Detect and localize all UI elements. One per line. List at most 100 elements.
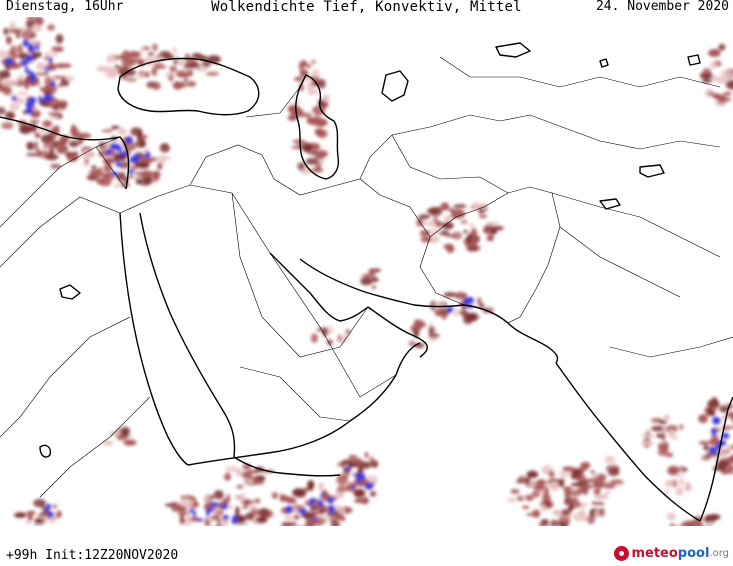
cloud-cell <box>205 71 220 76</box>
cloud-cell <box>569 497 579 503</box>
dense-cloud-cell <box>47 511 54 518</box>
cloud-cell <box>428 235 440 244</box>
cloud-cell <box>607 468 620 477</box>
cloud-cell <box>663 414 671 421</box>
cloud-cell <box>679 478 684 486</box>
dense-cloud-cell <box>721 433 730 439</box>
cloud-cell <box>64 63 71 68</box>
dense-cloud-cell <box>231 517 238 525</box>
cloud-cell <box>510 488 520 495</box>
cloud-cell <box>463 315 473 325</box>
cloud-cell <box>716 76 729 85</box>
cloud-cell <box>299 82 304 92</box>
dense-cloud-cell <box>40 99 46 103</box>
cloud-cell <box>730 425 733 429</box>
cloud-cell <box>309 505 318 511</box>
cloud-cell <box>354 498 364 503</box>
cloud-cell <box>710 61 717 69</box>
cloud-cell <box>587 514 596 525</box>
cloud-cell <box>105 70 118 79</box>
map-panel <box>0 17 733 526</box>
dense-cloud-cell <box>25 102 35 108</box>
cloud-cell <box>708 49 721 57</box>
cloud-cell <box>453 204 467 208</box>
cloud-cell <box>671 479 678 488</box>
cloud-cell <box>651 425 664 432</box>
cloud-cell <box>466 246 478 252</box>
cloud-cell <box>48 115 60 119</box>
cloud-cell <box>258 507 269 517</box>
cloud-cell <box>656 433 662 438</box>
cloud-cell <box>354 477 368 487</box>
cloud-cell <box>586 477 599 484</box>
cloud-cell <box>562 486 573 491</box>
cloud-cell <box>416 320 426 329</box>
cloud-cell <box>532 490 541 498</box>
cloud-cell <box>305 519 316 526</box>
cloud-cell <box>712 466 726 471</box>
cloud-cell <box>368 269 376 275</box>
cloud-cell <box>320 515 329 520</box>
cloud-cell <box>103 174 115 181</box>
cloud-cell <box>433 302 445 310</box>
cloud-cell <box>660 432 666 441</box>
cloud-cell <box>132 176 143 180</box>
cloud-cell <box>590 470 595 474</box>
cloud-cell <box>101 129 114 133</box>
cloud-cell <box>476 297 482 304</box>
cloud-cell <box>591 501 597 505</box>
cloud-cell <box>64 76 75 81</box>
cloud-cell <box>460 220 468 224</box>
logo-text-pool: pool <box>677 546 710 561</box>
dense-cloud-cell <box>327 497 334 504</box>
cloud-cell <box>725 444 733 453</box>
dense-cloud-cell <box>712 416 721 425</box>
cloud-cell <box>641 433 655 439</box>
cloud-cell <box>24 27 35 31</box>
cloud-cell <box>525 494 534 502</box>
cloud-cell <box>55 34 64 44</box>
cloud-cell <box>417 214 431 220</box>
cloud-cell <box>369 456 375 467</box>
cloud-cell <box>106 58 113 63</box>
cloud-cell <box>176 81 188 88</box>
cloud-cell <box>0 70 11 79</box>
cloud-cell <box>541 519 549 524</box>
cloud-density-map <box>0 17 733 526</box>
dense-cloud-cell <box>298 508 307 514</box>
cloud-cell <box>5 35 12 45</box>
cloud-cell <box>362 273 377 278</box>
dense-cloud-cell <box>20 60 29 66</box>
cloud-cell <box>57 107 64 114</box>
cloud-cell <box>120 172 126 176</box>
cloud-cell <box>17 44 23 54</box>
dense-cloud-cell <box>25 65 28 72</box>
cloud-cell <box>292 488 306 498</box>
cloud-cell <box>454 292 468 300</box>
cloud-cell <box>572 512 587 522</box>
cloud-cell <box>33 141 39 151</box>
meteopool-logo[interactable]: meteo pool .org <box>614 546 729 561</box>
cloud-cell <box>663 489 669 495</box>
cloud-cell <box>299 60 308 67</box>
dense-cloud-cell <box>344 467 352 471</box>
cloud-cell <box>127 51 141 58</box>
cloud-cell <box>549 481 560 491</box>
cloud-cell <box>11 53 20 59</box>
cloud-cell <box>420 236 432 243</box>
cloud-cell <box>104 140 111 149</box>
cloud-cell <box>429 207 443 217</box>
cloud-cover-layer <box>0 17 733 526</box>
cloud-cell <box>474 303 481 307</box>
cloud-cell <box>47 140 53 150</box>
cloud-cell <box>159 50 172 58</box>
cloud-cell <box>582 485 595 489</box>
cloud-cell <box>50 163 62 169</box>
cloud-cell <box>428 333 440 338</box>
cloud-cell <box>103 164 113 173</box>
cloud-cell <box>171 502 181 512</box>
cloud-cell <box>715 461 730 468</box>
cloud-cell <box>311 69 321 78</box>
cloud-cell <box>443 292 456 297</box>
cloud-cell <box>443 244 453 249</box>
